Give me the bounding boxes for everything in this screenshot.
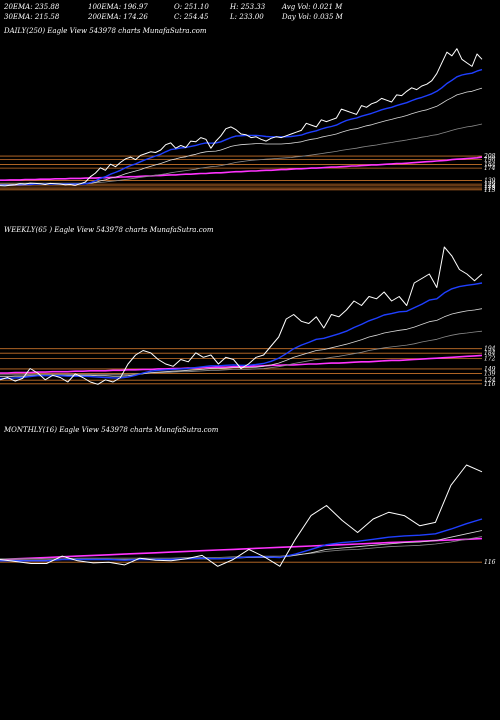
level-label-198: 198 [484, 157, 496, 164]
stat-day-vol: Day Vol: 0.035 M [282, 13, 343, 21]
level-label-184: 184 [484, 162, 496, 169]
level-label-184: 184 [484, 350, 496, 357]
daily-chart-title: DAILY(250) Eagle View 543978 charts Muna… [4, 27, 207, 35]
ema-mid-line [0, 308, 483, 378]
level-label-124: 124 [484, 377, 496, 384]
ema-long-line [0, 354, 483, 374]
stat-low: L: 233.00 [230, 13, 264, 21]
stat-30ema: 30EMA: 215.58 [4, 13, 60, 21]
price-line [0, 246, 483, 385]
ema-long-line [0, 537, 483, 561]
stats-row-1: 20EMA: 235.88 100EMA: 196.97 O: 251.10 H: 2… [4, 2, 343, 12]
weekly-chart-title: WEEKLY(65 ) Eagle View 543978 charts Mun… [4, 226, 214, 234]
level-label-208: 208 [483, 153, 496, 160]
ema-slow-line [0, 330, 483, 376]
stat-100ema: 100EMA: 196.97 [88, 3, 148, 11]
ema-long-line [0, 156, 483, 181]
stat-open: O: 251.10 [174, 3, 209, 11]
ema-fast-line [0, 518, 483, 562]
level-label-118: 118 [484, 185, 496, 192]
price-line [0, 48, 483, 187]
stat-20ema: 20EMA: 235.88 [4, 3, 60, 11]
monthly-chart: 116 [0, 464, 496, 567]
stat-high: H: 253.33 [230, 3, 266, 11]
level-label-124: 124 [484, 183, 496, 190]
level-label-149: 149 [484, 366, 496, 373]
level-label-194: 194 [484, 346, 496, 353]
ema-slow-line [0, 123, 483, 184]
stats-header: 20EMA: 235.88 100EMA: 196.97 O: 251.10 H: 2… [4, 2, 343, 22]
level-label-116: 116 [484, 559, 496, 566]
level-label-113: 113 [484, 187, 496, 194]
level-label-174: 174 [484, 165, 496, 172]
stats-row-2: 30EMA: 215.58 200EMA: 174.26 C: 254.45 L: 2… [4, 12, 343, 22]
level-label-116: 116 [484, 381, 496, 388]
level-label-139: 139 [484, 178, 496, 185]
price-line [0, 464, 483, 567]
stat-close: C: 254.45 [174, 13, 209, 21]
stat-avg-vol: Avg Vol: 0.021 M [282, 3, 343, 11]
level-label-139: 139 [484, 370, 496, 377]
monthly-chart-title: MONTHLY(16) Eagle View 543978 charts Mun… [4, 426, 219, 434]
level-label-129: 129 [484, 181, 496, 188]
level-label-172: 172 [484, 356, 496, 363]
ema-slow-line [0, 536, 483, 560]
stat-200ema: 200EMA: 174.26 [88, 13, 148, 21]
